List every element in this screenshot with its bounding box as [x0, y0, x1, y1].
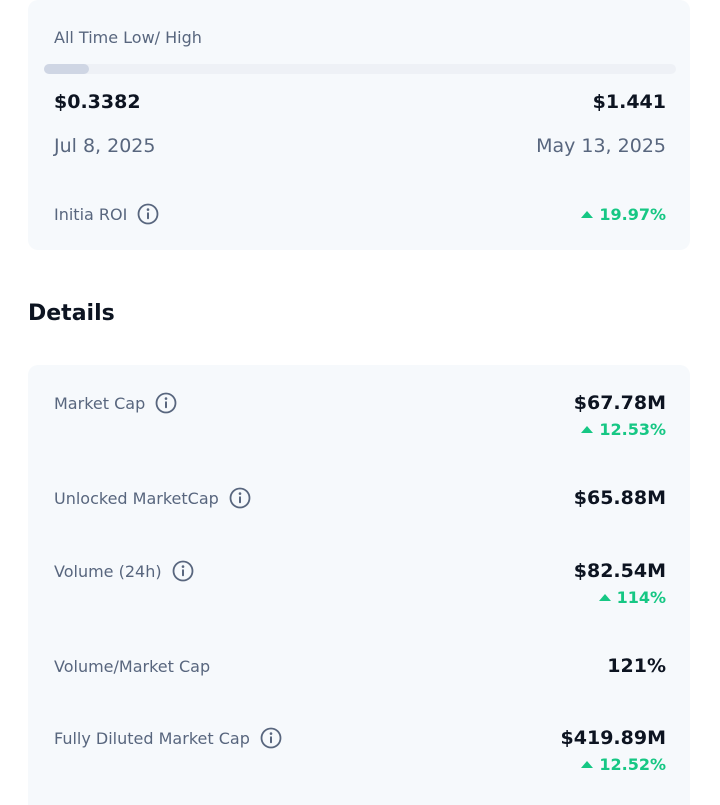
row-value: 121% [607, 655, 666, 677]
row-value: $65.88M [573, 487, 666, 509]
row-label: Fully Diluted Market Cap [54, 729, 250, 748]
low-price: $0.3382 [54, 91, 141, 113]
row-label: Volume (24h) [54, 562, 162, 581]
row-label: Unlocked MarketCap [54, 489, 219, 508]
high-date: May 13, 2025 [536, 135, 666, 157]
info-icon[interactable] [260, 727, 282, 753]
row-label: Market Cap [54, 394, 146, 413]
up-arrow [581, 211, 594, 218]
roi-change-text: 19.97% [599, 205, 666, 224]
roi-label: Initia ROI [54, 205, 128, 224]
range-card: All Time Low/ High $0.3382 $1.441 Jul 8,… [28, 0, 690, 250]
row-value: $419.89M [560, 727, 666, 749]
row-value: $82.54M [573, 560, 666, 582]
details-card: Market Cap $67.78M 12.53% Unlocked MarketCa… [28, 365, 690, 805]
row-label: Volume/Market Cap [54, 657, 211, 676]
range-track [44, 64, 676, 74]
up-arrow [581, 761, 594, 768]
row-change: 12.52% [581, 755, 666, 774]
range-fill [44, 64, 89, 74]
low-date: Jul 8, 2025 [54, 135, 156, 157]
up-arrow [581, 426, 594, 433]
row-change: 12.53% [581, 420, 666, 439]
row-change-text: 114% [616, 588, 666, 607]
range-label: All Time Low/ High [54, 28, 202, 47]
row-value: $67.78M [573, 392, 666, 414]
row-change: 114% [598, 588, 666, 607]
info-icon[interactable] [155, 392, 177, 418]
info-icon[interactable] [172, 560, 194, 586]
section-title: Details [28, 301, 115, 326]
high-price: $1.441 [592, 91, 666, 113]
roi-info[interactable] [137, 203, 159, 229]
up-arrow [598, 594, 611, 601]
info-icon[interactable] [229, 487, 251, 513]
row-change-text: 12.53% [599, 420, 666, 439]
roi-change: 19.97% [581, 205, 666, 224]
row-change-text: 12.52% [599, 755, 666, 774]
